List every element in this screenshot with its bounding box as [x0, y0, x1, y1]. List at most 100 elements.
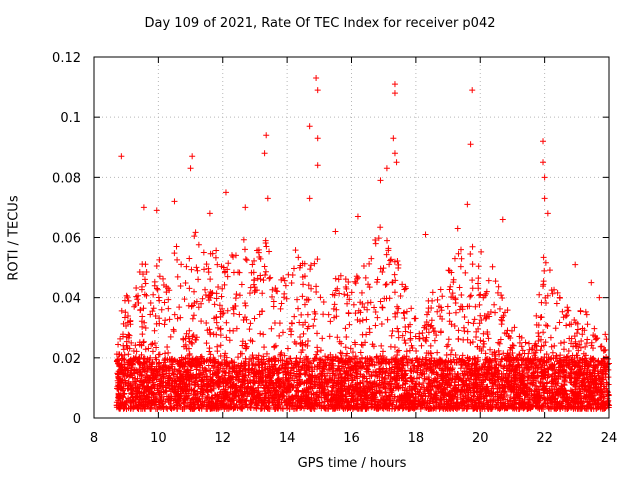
data-point: [113, 358, 120, 365]
data-point: [394, 257, 401, 264]
data-point: [518, 361, 525, 368]
data-point: [364, 299, 371, 306]
data-point: [337, 272, 344, 279]
data-point: [391, 289, 398, 296]
data-point: [199, 393, 206, 400]
data-point: [266, 398, 273, 405]
data-point: [574, 326, 581, 333]
data-point: [503, 357, 510, 364]
data-point: [557, 373, 564, 380]
data-point: [407, 375, 414, 382]
data-point: [354, 316, 361, 323]
data-point: [236, 311, 243, 318]
data-point: [160, 371, 167, 378]
data-point: [240, 236, 247, 243]
data-point: [461, 368, 468, 375]
data-point: [234, 387, 241, 394]
data-point: [200, 249, 207, 256]
data-point: [279, 362, 286, 369]
data-point: [262, 388, 269, 395]
data-point: [295, 254, 302, 261]
data-point: [170, 370, 177, 377]
data-point: [420, 380, 427, 387]
data-point: [467, 402, 474, 409]
data-point: [587, 375, 594, 382]
data-point: [203, 340, 210, 347]
data-point: [448, 321, 455, 328]
data-point: [459, 361, 466, 368]
data-point: [368, 255, 375, 262]
data-point: [221, 375, 228, 382]
data-point: [357, 349, 364, 356]
x-axis-label: GPS time / hours: [297, 456, 407, 471]
data-point: [590, 345, 597, 352]
data-point: [405, 390, 412, 397]
data-point: [519, 398, 526, 405]
data-point: [366, 325, 373, 332]
data-point: [203, 261, 210, 268]
data-point: [441, 362, 448, 369]
data-point: [331, 301, 338, 308]
data-point: [300, 330, 307, 337]
data-point: [219, 365, 226, 372]
data-point: [390, 397, 397, 404]
data-point: [223, 334, 230, 341]
data-point: [118, 307, 125, 314]
data-point: [330, 368, 337, 375]
data-point: [200, 369, 207, 376]
data-point: [288, 331, 295, 338]
data-point: [501, 383, 508, 390]
data-point: [288, 360, 295, 367]
data-point: [203, 319, 210, 326]
data-point: [401, 286, 408, 293]
data-point: [201, 266, 208, 273]
data-point: [476, 301, 483, 308]
data-point: [487, 309, 494, 316]
data-point: [172, 378, 179, 385]
data-point: [176, 358, 183, 365]
data-point: [494, 289, 501, 296]
data-point: [548, 343, 555, 350]
data-point: [307, 360, 314, 367]
data-point: [576, 362, 583, 369]
data-point: [121, 373, 128, 380]
data-point: [408, 357, 415, 364]
data-point: [195, 383, 202, 390]
data-point: [549, 349, 556, 356]
data-point: [496, 351, 503, 358]
data-point: [246, 326, 253, 333]
data-point: [113, 399, 120, 406]
data-point: [168, 357, 175, 364]
data-point: [224, 360, 231, 367]
data-point: [222, 350, 229, 357]
data-point: [451, 379, 458, 386]
data-point: [464, 336, 471, 343]
data-point: [351, 359, 358, 366]
data-point: [419, 330, 426, 337]
data-point: [127, 371, 134, 378]
data-point: [456, 375, 463, 382]
data-point: [174, 273, 181, 280]
data-point: [483, 383, 490, 390]
data-point: [504, 327, 511, 334]
data-point: [350, 301, 357, 308]
data-point: [464, 370, 471, 377]
data-point: [197, 389, 204, 396]
data-point: [183, 330, 190, 337]
data-point: [538, 366, 545, 373]
data-point: [125, 351, 132, 358]
data-point: [374, 314, 381, 321]
data-point: [475, 263, 482, 270]
data-point: [535, 329, 542, 336]
data-point: [402, 375, 409, 382]
data-point: [211, 301, 218, 308]
data-point: [260, 353, 267, 360]
data-point: [563, 368, 570, 375]
data-point: [206, 403, 213, 410]
data-point: [217, 361, 224, 368]
data-point: [187, 372, 194, 379]
data-point: [119, 355, 126, 362]
data-point: [318, 356, 325, 363]
data-point: [458, 292, 465, 299]
data-point: [115, 359, 122, 366]
